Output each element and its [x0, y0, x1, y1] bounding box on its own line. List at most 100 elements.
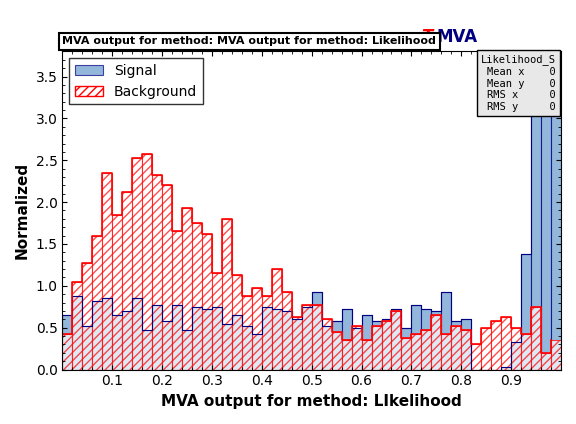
Bar — [332, 321, 342, 370]
Bar — [82, 326, 92, 370]
Text: T: T — [422, 28, 433, 46]
Bar — [521, 254, 531, 370]
X-axis label: MVA output for method: LIkelihood: MVA output for method: LIkelihood — [161, 394, 462, 409]
Bar — [232, 315, 242, 370]
Bar — [471, 344, 481, 370]
Bar — [112, 315, 122, 370]
Bar — [62, 334, 73, 370]
Bar — [282, 311, 292, 370]
Bar — [252, 334, 262, 370]
Bar — [222, 324, 232, 370]
Bar — [73, 282, 82, 370]
Bar — [381, 321, 392, 370]
Bar — [162, 321, 172, 370]
Bar — [501, 317, 511, 370]
Bar — [212, 307, 222, 370]
Bar — [132, 298, 142, 370]
Bar — [422, 330, 431, 370]
Bar — [222, 219, 232, 370]
Bar — [511, 342, 521, 370]
Bar — [152, 175, 162, 370]
Bar — [112, 215, 122, 370]
Bar — [452, 326, 461, 370]
Bar — [272, 309, 282, 370]
Bar — [441, 292, 452, 370]
Bar — [312, 292, 321, 370]
Bar — [452, 321, 461, 370]
Bar — [122, 192, 132, 370]
Bar — [551, 340, 561, 370]
Bar — [292, 317, 302, 370]
Bar — [272, 269, 282, 370]
Bar — [142, 330, 152, 370]
Bar — [73, 296, 82, 370]
Bar — [292, 319, 302, 370]
Bar — [122, 311, 132, 370]
Bar — [142, 154, 152, 370]
Text: Likelihood_S
Mean x    0
Mean y    0
RMS x     0
RMS y     0: Likelihood_S Mean x 0 Mean y 0 RMS x 0 R… — [481, 55, 556, 112]
Bar — [92, 236, 103, 370]
Bar — [262, 307, 272, 370]
Text: MVA: MVA — [437, 28, 478, 46]
Bar — [362, 315, 372, 370]
Bar — [392, 309, 401, 370]
Bar — [342, 340, 351, 370]
Bar — [531, 45, 541, 370]
Bar — [242, 296, 252, 370]
Bar — [332, 332, 342, 370]
Bar — [362, 340, 372, 370]
Bar — [192, 307, 202, 370]
Bar — [351, 328, 362, 370]
Bar — [302, 307, 312, 370]
Bar — [381, 319, 392, 370]
Bar — [321, 326, 332, 370]
Bar — [182, 330, 192, 370]
Bar — [372, 326, 381, 370]
Bar — [212, 273, 222, 370]
Bar — [521, 334, 531, 370]
Bar — [62, 315, 73, 370]
Bar — [103, 298, 112, 370]
Bar — [132, 158, 142, 370]
Bar — [441, 334, 452, 370]
Y-axis label: Normalized: Normalized — [15, 162, 30, 259]
Bar — [392, 311, 401, 370]
Bar — [411, 305, 422, 370]
Bar — [202, 234, 212, 370]
Bar — [103, 173, 112, 370]
Bar — [302, 305, 312, 370]
Legend: Signal, Background: Signal, Background — [69, 59, 203, 104]
Bar — [531, 307, 541, 370]
Bar — [342, 309, 351, 370]
Bar — [461, 330, 471, 370]
Bar — [431, 311, 441, 370]
Bar — [422, 309, 431, 370]
Bar — [172, 232, 182, 370]
Bar — [401, 328, 411, 370]
Bar — [372, 321, 381, 370]
Bar — [351, 326, 362, 370]
Bar — [401, 338, 411, 370]
Bar — [461, 319, 471, 370]
Bar — [202, 309, 212, 370]
Text: MVA output for method: MVA output for method: Likelihood: MVA output for method: MVA output for me… — [62, 36, 436, 47]
Bar — [232, 275, 242, 370]
Bar — [312, 305, 321, 370]
Bar — [501, 368, 511, 370]
Bar — [282, 292, 292, 370]
Bar — [511, 328, 521, 370]
Bar — [411, 334, 422, 370]
Bar — [431, 315, 441, 370]
Bar — [242, 326, 252, 370]
Bar — [152, 305, 162, 370]
Bar — [541, 0, 551, 370]
Bar — [541, 353, 551, 370]
Bar — [252, 288, 262, 370]
Bar — [172, 305, 182, 370]
Bar — [481, 328, 491, 370]
Bar — [162, 185, 172, 370]
Bar — [262, 296, 272, 370]
Bar — [182, 209, 192, 370]
Bar — [92, 301, 103, 370]
Bar — [192, 223, 202, 370]
